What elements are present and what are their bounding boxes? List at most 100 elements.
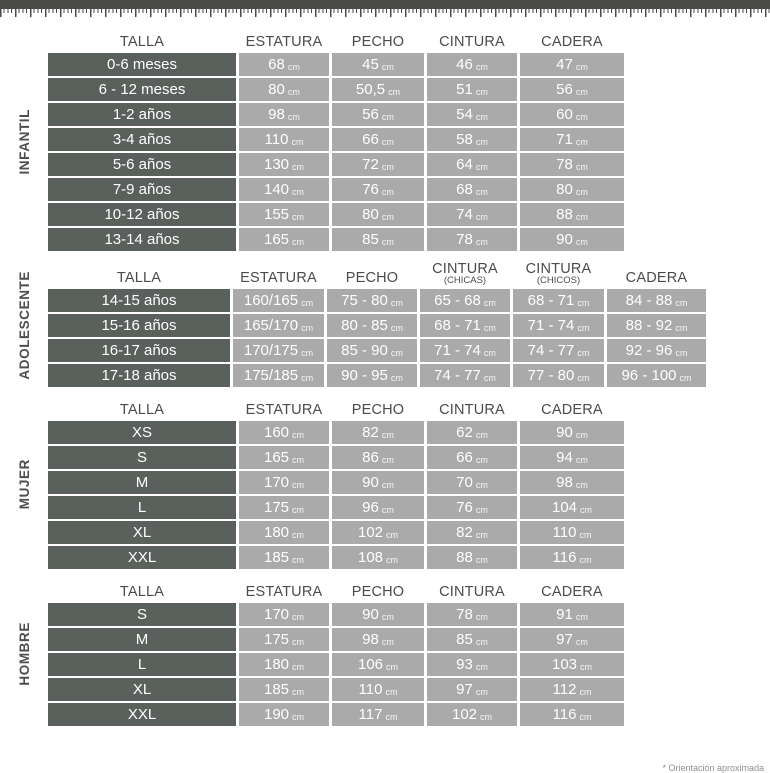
- measurement-value: 88: [556, 206, 573, 223]
- measurement-unit: cm: [475, 686, 488, 697]
- measurement-value: 104: [551, 499, 578, 516]
- table-row: L 180 cm 106 cm 93 cm 103 cm: [48, 653, 624, 676]
- column-header-label: CINTURA: [439, 402, 505, 418]
- measurement-cell: 85 cm: [332, 228, 424, 251]
- measurement-value: 102: [357, 524, 384, 541]
- measurement-value: 110: [358, 681, 383, 698]
- measurement-cell: 88 cm: [520, 203, 624, 226]
- talla-value: M: [135, 631, 149, 648]
- measurement-unit: cm: [388, 86, 401, 97]
- measurement-cell: 185 cm: [239, 546, 329, 569]
- measurement-cell: 110 cm: [239, 128, 329, 151]
- measurement-cell: 71 - 74 cm: [513, 314, 604, 337]
- measurement-cell: 76 cm: [332, 178, 424, 201]
- measurement-value: 110: [264, 131, 289, 148]
- measurement-cell: 58 cm: [427, 128, 517, 151]
- measurement-cell: 56 cm: [332, 103, 424, 126]
- column-header-label: CINTURA: [439, 34, 505, 50]
- measurement-unit: cm: [292, 554, 305, 565]
- table-row: 17-18 años 175/185 cm 90 - 95 cm 74 - 77 cm 77 …: [48, 364, 706, 387]
- column-header-estatura: ESTATURA: [239, 402, 329, 418]
- table-row: 14-15 años 160/165 cm 75 - 80 cm 65 - 68 cm 68 …: [48, 289, 706, 312]
- measurement-cell: 160/165 cm: [233, 289, 324, 312]
- measurement-unit: cm: [292, 686, 305, 697]
- measurement-value: 64: [456, 156, 473, 173]
- measurement-value: 96 - 100: [621, 367, 677, 384]
- measurement-value: 74: [456, 206, 473, 223]
- column-header-label: PECHO: [345, 270, 399, 286]
- measurement-unit: cm: [385, 686, 398, 697]
- measurement-cell: 78 cm: [427, 228, 517, 251]
- measurement-cell: 91 cm: [520, 603, 624, 626]
- table-row: L 175 cm 96 cm 76 cm 104 cm: [48, 496, 624, 519]
- measurement-unit: cm: [580, 661, 593, 672]
- talla-cell: L: [48, 496, 236, 519]
- table-row: 5-6 años 130 cm 72 cm 64 cm 78 cm: [48, 153, 624, 176]
- measurement-cell: 116 cm: [520, 546, 624, 569]
- measurement-value: 160: [263, 424, 290, 441]
- measurement-cell: 82 cm: [427, 521, 517, 544]
- measurement-cell: 117 cm: [332, 703, 424, 726]
- talla-value: 3-4 años: [112, 131, 172, 148]
- measurement-unit: cm: [679, 372, 692, 383]
- measurement-unit: cm: [577, 372, 590, 383]
- talla-value: 10-12 años: [104, 206, 180, 223]
- talla-cell: 7-9 años: [48, 178, 236, 201]
- column-header-pecho: PECHO: [327, 270, 417, 286]
- measurement-value: 68: [456, 181, 473, 198]
- measurement-value: 90: [556, 231, 573, 248]
- column-header-cadera: CADERA: [520, 585, 624, 600]
- measurement-unit: cm: [381, 504, 394, 515]
- measurement-cell: 62 cm: [427, 421, 517, 444]
- measurement-value: 56: [362, 106, 379, 123]
- measurement-unit: cm: [381, 429, 394, 440]
- measurement-value: 68: [268, 56, 285, 73]
- measurement-cell: 74 - 77 cm: [420, 364, 510, 387]
- measurement-unit: cm: [475, 136, 488, 147]
- column-header-label: PECHO: [351, 402, 405, 418]
- measurement-cell: 116 cm: [520, 703, 624, 726]
- talla-cell: M: [48, 471, 236, 494]
- talla-value: L: [137, 499, 147, 516]
- measurement-cell: 78 cm: [427, 603, 517, 626]
- measurement-cell: 97 cm: [520, 628, 624, 651]
- measuring-tape-strip: [0, 0, 770, 17]
- talla-cell: 16-17 años: [48, 339, 230, 362]
- measurement-cell: 82 cm: [332, 421, 424, 444]
- measurement-unit: cm: [381, 636, 394, 647]
- measurement-value: 85: [362, 231, 379, 248]
- measurement-value: 180: [263, 524, 290, 541]
- measurement-value: 185: [263, 549, 290, 566]
- measurement-value: 140: [263, 181, 290, 198]
- measurement-value: 165: [263, 449, 290, 466]
- measurement-cell: 47 cm: [520, 53, 624, 76]
- talla-cell: XXL: [48, 703, 236, 726]
- column-header-label: ESTATURA: [245, 402, 323, 418]
- measurement-cell: 56 cm: [520, 78, 624, 101]
- measurement-unit: cm: [292, 211, 305, 222]
- measurement-unit: cm: [475, 111, 488, 122]
- measurement-unit: cm: [575, 236, 588, 247]
- talla-cell: 10-12 años: [48, 203, 236, 226]
- measurement-cell: 65 - 68 cm: [420, 289, 510, 312]
- measurement-value: 45: [362, 56, 379, 73]
- talla-cell: S: [48, 446, 236, 469]
- measurement-unit: cm: [292, 161, 305, 172]
- measurement-unit: cm: [386, 529, 399, 540]
- column-header-label: PECHO: [351, 584, 405, 600]
- measurement-unit: cm: [292, 661, 305, 672]
- section-label-gutter: HOMBRE: [0, 580, 48, 728]
- measurement-cell: 190 cm: [239, 703, 329, 726]
- measurement-unit: cm: [301, 322, 314, 333]
- column-header-row: TALLA ESTATURA PECHO CINTURA CADERA: [48, 30, 624, 50]
- talla-value: 14-15 años: [101, 292, 177, 309]
- measurement-cell: 74 cm: [427, 203, 517, 226]
- measurement-value: 72: [362, 156, 379, 173]
- column-header-estatura: ESTATURA: [233, 271, 324, 286]
- measurement-value: 47: [556, 56, 573, 73]
- talla-cell: 6 - 12 meses: [48, 78, 236, 101]
- measurement-cell: 98 cm: [332, 628, 424, 651]
- table-row: XS 160 cm 82 cm 62 cm 90 cm: [48, 421, 624, 444]
- talla-cell: M: [48, 628, 236, 651]
- measurement-cell: 93 cm: [427, 653, 517, 676]
